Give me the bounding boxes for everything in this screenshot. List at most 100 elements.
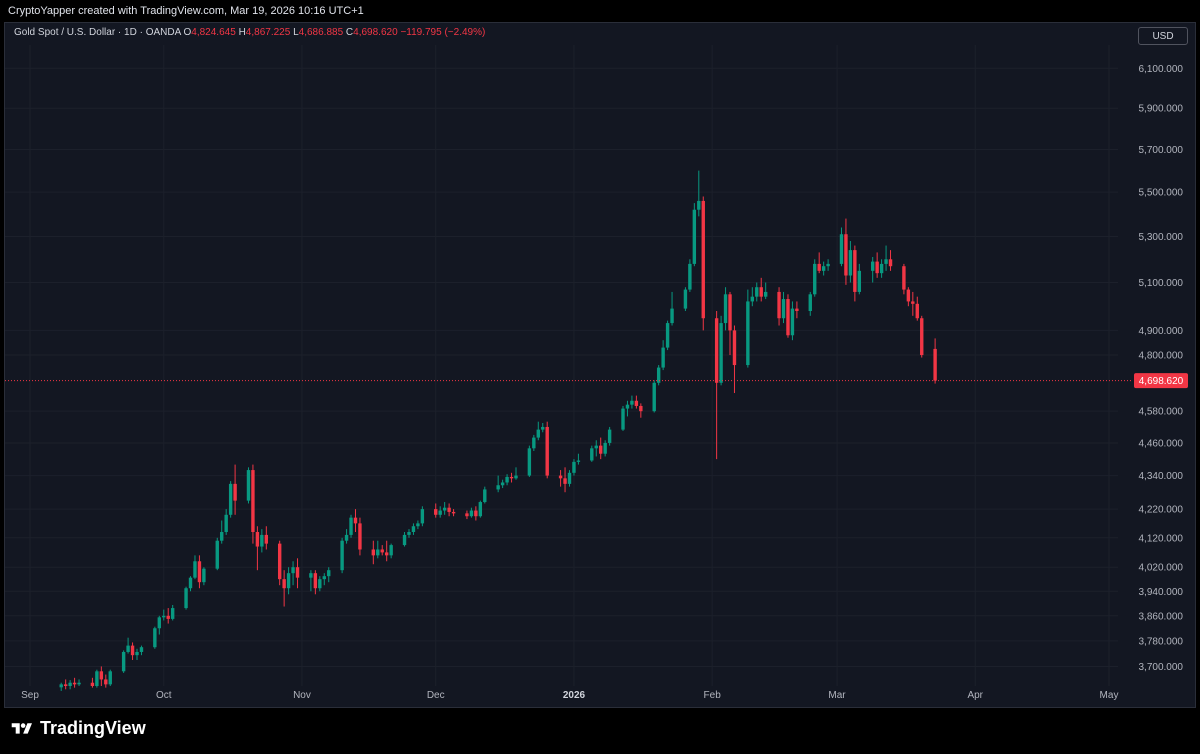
candle (755, 282, 759, 302)
candle (202, 567, 206, 586)
candle-body (625, 404, 630, 409)
candle-body (349, 517, 353, 535)
chart-panel[interactable] (4, 22, 1196, 708)
candle (665, 320, 670, 351)
x-tick-label: Apr (967, 690, 983, 701)
candle (309, 570, 313, 592)
candle-body (786, 299, 790, 336)
candle-body (728, 294, 732, 331)
candle-body (438, 510, 442, 515)
symbol-legend[interactable]: Gold Spot / U.S. Dollar · 1D · OANDA O4,… (14, 27, 485, 38)
candle (603, 440, 607, 457)
candle (607, 426, 612, 446)
candle-body (282, 579, 286, 589)
y-tick-label: 5,100.000 (1139, 278, 1184, 289)
candle-body (68, 682, 72, 686)
candle-body (126, 645, 130, 652)
candle (434, 503, 438, 518)
candle (532, 434, 536, 452)
y-tick-label: 3,860.000 (1139, 611, 1184, 622)
candle (541, 422, 545, 433)
candle (576, 453, 581, 465)
candle-body (509, 476, 514, 479)
candle-body (420, 509, 425, 524)
tradingview-logo: TradingView (10, 718, 146, 739)
candle (260, 529, 264, 553)
candle-body (781, 299, 786, 319)
candle (233, 464, 237, 515)
y-tick-label: 4,800.000 (1139, 351, 1184, 362)
candle-body (371, 549, 376, 556)
candle (639, 403, 643, 418)
candle (322, 573, 326, 586)
candle-body (99, 671, 104, 680)
candle-body (202, 568, 206, 583)
candle (621, 405, 625, 431)
low-value: 4,686.885 (298, 27, 344, 38)
candle (389, 543, 393, 559)
candle-body (469, 510, 474, 517)
candle (714, 311, 719, 460)
y-tick-label: 3,780.000 (1139, 636, 1184, 647)
candle-body (411, 526, 416, 533)
candle (126, 637, 130, 654)
y-tick-label: 6,100.000 (1139, 64, 1184, 75)
candle (817, 252, 821, 274)
candle-body (451, 511, 456, 514)
candle-body (193, 561, 197, 578)
candle-body (514, 475, 518, 479)
candle (68, 680, 72, 690)
candle (514, 467, 518, 480)
candle (888, 250, 893, 271)
x-tick-label: Sep (21, 690, 39, 701)
candle (630, 395, 634, 409)
candle (920, 315, 924, 358)
candle-body (416, 523, 420, 527)
candle-body (688, 263, 692, 290)
x-tick-label: Nov (293, 690, 311, 701)
candle-body (162, 615, 166, 618)
candle (420, 506, 425, 527)
candle (407, 529, 411, 538)
candle-body (817, 263, 821, 271)
candle (719, 315, 723, 386)
candle (884, 245, 888, 271)
y-tick-label: 5,700.000 (1139, 145, 1184, 156)
y-axis: 6,100.000 5,900.000 5,700.000 5,500.000 5,30… (1139, 64, 1184, 673)
currency-button[interactable]: USD (1138, 27, 1188, 45)
candle-body (104, 679, 108, 685)
candle (496, 475, 500, 493)
candle (692, 203, 697, 267)
candle-body (407, 532, 411, 535)
candle (826, 259, 830, 271)
candle (509, 472, 514, 483)
candle (135, 648, 139, 660)
candle-body (701, 200, 705, 319)
candle-body (590, 448, 594, 461)
candle-body (277, 543, 282, 580)
candle (594, 440, 598, 457)
candle (318, 576, 322, 592)
candle (170, 604, 175, 621)
candle (130, 642, 135, 660)
candle (277, 540, 282, 586)
candle (193, 555, 197, 580)
y-tick-label: 3,700.000 (1139, 662, 1184, 673)
candle (558, 470, 563, 487)
candle-body (821, 266, 826, 271)
candle-body (197, 561, 202, 583)
candle (255, 526, 260, 571)
candle (108, 669, 112, 686)
candle-body (665, 323, 670, 348)
candle (759, 277, 763, 302)
candle (652, 380, 656, 413)
candle (857, 263, 862, 295)
candle-body (500, 482, 505, 486)
candle (469, 507, 474, 518)
grid (5, 45, 1118, 686)
y-tick-label: 4,120.000 (1139, 533, 1184, 544)
candle (327, 567, 331, 583)
candle-body (478, 502, 483, 517)
candle (821, 261, 826, 276)
